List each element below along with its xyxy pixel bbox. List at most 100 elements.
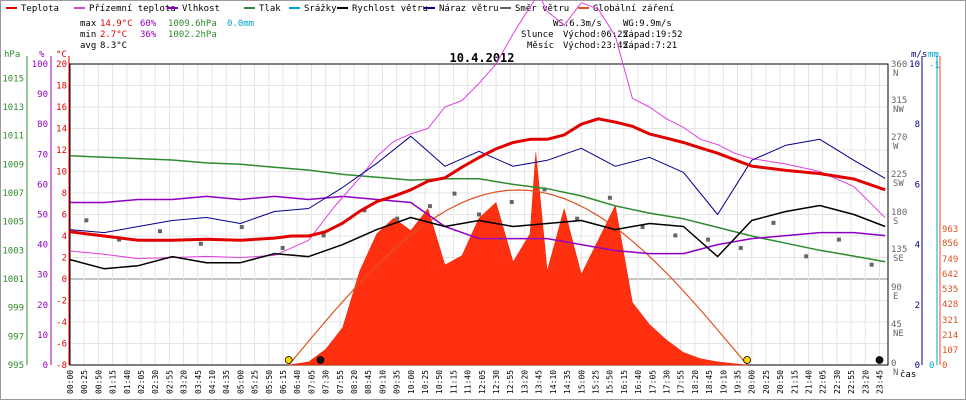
x-tick-label: 04:10 xyxy=(208,370,217,394)
x-tick-label: 13:20 xyxy=(520,370,529,394)
wind-direction-compass: S xyxy=(893,217,898,227)
x-tick-label: 07:55 xyxy=(336,370,345,394)
stats-value: 2.7°C xyxy=(100,30,127,40)
radiation-area xyxy=(288,152,748,366)
wind-direction-point xyxy=(771,220,776,225)
legend-label: Směr větru xyxy=(515,4,569,14)
temperature-tick-label: 14 xyxy=(56,125,67,135)
x-tick-label: 03:45 xyxy=(194,370,203,394)
legend-label: Teplota xyxy=(21,4,59,14)
pressure-tick-label: 1009 xyxy=(2,160,24,170)
radiation-tick-label: 642 xyxy=(942,270,958,280)
moonrise-value: Východ:23:45 xyxy=(563,41,628,51)
pressure-tick-label: 1007 xyxy=(2,189,24,199)
temperature-tick-label: 0 xyxy=(62,275,67,285)
x-tick-label: 06:15 xyxy=(279,370,288,394)
wind-direction-point xyxy=(362,208,367,213)
stats-value: 14.9°C xyxy=(100,19,133,29)
x-tick-label: 17:55 xyxy=(677,370,686,394)
wind-direction-compass: E xyxy=(893,292,898,302)
wind-direction-point xyxy=(869,262,874,267)
temperature-tick-label: 16 xyxy=(56,103,67,113)
temperature-line xyxy=(69,117,886,242)
wind-speed-line xyxy=(69,204,886,270)
wind-direction-point xyxy=(198,241,203,246)
humidity-tick-label: 30 xyxy=(37,271,48,281)
x-tick-label: 00:00 xyxy=(66,370,75,394)
legend-label: Přízemní teplota xyxy=(89,4,176,14)
humidity-tick-label: 50 xyxy=(37,211,48,221)
x-tick-label: 05:50 xyxy=(265,370,274,394)
x-tick-label: 15:25 xyxy=(591,370,600,394)
x-tick-label: 20:00 xyxy=(748,370,757,394)
x-tick-label: 05:00 xyxy=(236,370,245,394)
x-tick-label: 10:25 xyxy=(421,370,430,394)
x-tick-label: 00:50 xyxy=(94,370,103,394)
x-tick-label: 19:10 xyxy=(719,370,728,394)
wind-speed-info: WS:6.3m/s xyxy=(553,19,602,29)
sunset-marker xyxy=(743,356,752,364)
wind-speed-tick-label: 10 xyxy=(909,60,920,70)
x-tick-label: 02:05 xyxy=(137,370,146,394)
wind-direction-point xyxy=(738,245,743,250)
stats-label: max xyxy=(80,19,97,29)
temperature-tick-label: 12 xyxy=(56,146,67,156)
pressure-line xyxy=(69,154,886,263)
stats-value: 36% xyxy=(140,30,157,40)
x-tick-label: 16:40 xyxy=(634,370,643,394)
wind-direction-point xyxy=(673,233,678,238)
x-tick-label: 12:30 xyxy=(492,370,501,394)
x-tick-label: 02:30 xyxy=(151,370,160,394)
wind-gust-line xyxy=(69,135,886,234)
x-tick-label: 21:15 xyxy=(790,370,799,394)
temperature-tick-label: 8 xyxy=(62,189,67,199)
wind-direction-degrees: 315 xyxy=(891,96,907,106)
radiation-tick-label: 321 xyxy=(942,316,958,326)
x-tick-label: 20:25 xyxy=(762,370,771,394)
wind-direction-point xyxy=(427,204,432,209)
humidity-axis-unit: % xyxy=(39,50,45,60)
stats-value: 8.3°C xyxy=(100,41,127,51)
sunrise-marker xyxy=(284,356,293,364)
temperature-tick-label: -6 xyxy=(56,340,67,350)
x-tick-label: 04:35 xyxy=(222,370,231,394)
x-tick-label: 09:35 xyxy=(393,370,402,394)
pressure-tick-label: 1013 xyxy=(2,103,24,113)
humidity-tick-label: 20 xyxy=(37,301,48,311)
wind-direction-degrees: 135 xyxy=(891,245,907,255)
wind-direction-compass: SW xyxy=(893,179,904,189)
wind-gust-info: WG:9.9m/s xyxy=(623,19,672,29)
x-tick-label: 11:40 xyxy=(464,370,473,394)
radiation-tick-label: 214 xyxy=(942,331,958,341)
x-tick-label: 15:50 xyxy=(606,370,615,394)
humidity-tick-label: 70 xyxy=(37,150,48,160)
pressure-tick-label: 995 xyxy=(8,361,24,371)
radiation-tick-label: 0 xyxy=(942,361,947,371)
wind-direction-point xyxy=(477,212,481,217)
wind-speed-tick-label: 4 xyxy=(915,241,920,251)
legend-label: Rychlost větru xyxy=(352,4,428,14)
wind-direction-point xyxy=(239,225,244,230)
wind-direction-point xyxy=(157,229,162,234)
wind-speed-tick-label: 0 xyxy=(915,361,920,371)
legend-label: Vlhkost xyxy=(182,4,220,14)
radiation-tick-label: 535 xyxy=(942,285,958,295)
temperature-tick-label: 10 xyxy=(56,168,67,178)
wind-direction-point xyxy=(542,187,547,192)
wind-direction-point xyxy=(607,195,612,200)
stats-value: 60% xyxy=(140,19,157,29)
x-tick-label: 10:00 xyxy=(407,370,416,394)
humidity-tick-label: 90 xyxy=(37,90,48,100)
x-tick-label: 23:45 xyxy=(875,370,884,394)
x-tick-label: 22:05 xyxy=(819,370,828,394)
humidity-tick-label: 40 xyxy=(37,241,48,251)
sunrise-value: Východ:06:25 xyxy=(563,30,628,40)
wind-direction-point xyxy=(804,254,809,259)
radiation-tick-label: 963 xyxy=(942,225,958,235)
humidity-tick-label: 10 xyxy=(37,331,48,341)
pressure-axis-unit: hPa xyxy=(4,50,20,60)
wind-direction-point xyxy=(640,225,645,230)
temperature-tick-label: 2 xyxy=(62,254,67,264)
rain-tick-label: 0 xyxy=(929,361,934,371)
